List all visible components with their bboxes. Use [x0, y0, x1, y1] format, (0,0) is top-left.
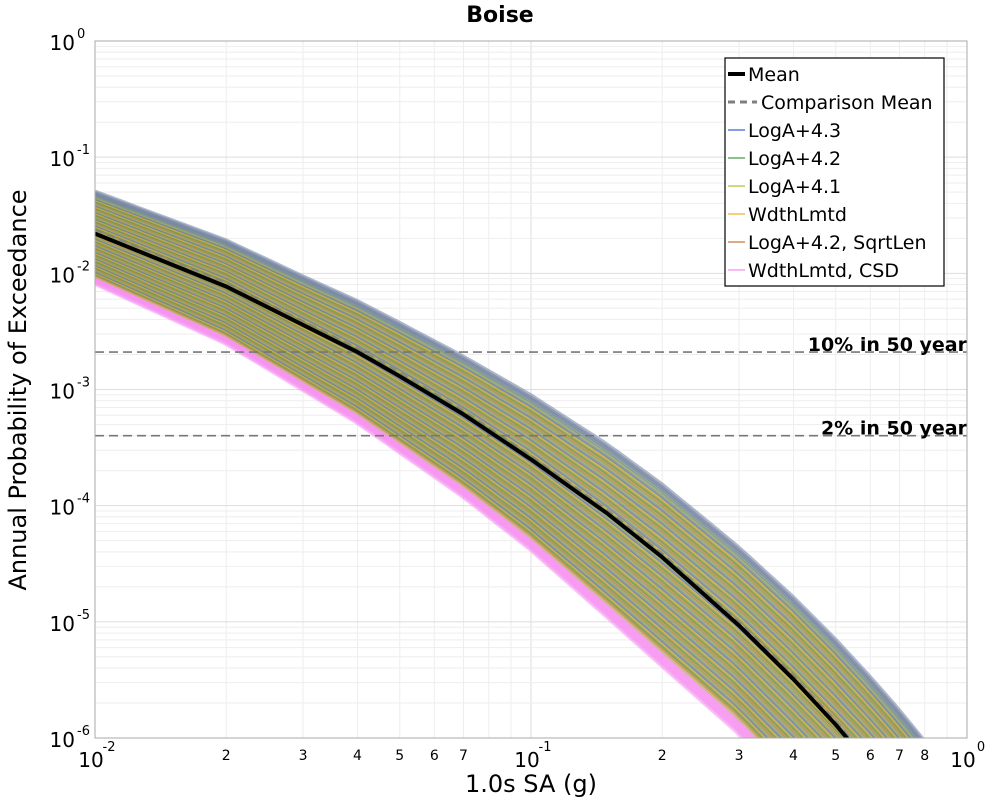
legend-entry: LogA+4.2, SqrtLen	[748, 232, 927, 254]
x-minor-tick-label: 6	[430, 748, 439, 764]
x-minor-tick-label: 4	[789, 748, 798, 764]
y-tick-exponent: -6	[77, 724, 90, 739]
x-minor-tick-label: 3	[735, 748, 744, 764]
x-tick-exponent: 0	[977, 740, 985, 755]
x-minor-tick-label: 6	[866, 748, 875, 764]
y-tick-label: 10	[50, 147, 75, 171]
y-tick-exponent: -2	[77, 259, 90, 274]
reference-line-label: 2% in 50 year	[821, 418, 968, 440]
y-tick-exponent: -3	[77, 376, 90, 391]
legend-entry: WdthLmtd	[748, 204, 847, 226]
mean-curve-layer	[95, 231, 850, 738]
x-minor-tick-label: 3	[299, 748, 308, 764]
mean-curve	[95, 231, 850, 738]
chart-title: Boise	[466, 3, 533, 28]
x-tick-label: 10	[78, 748, 103, 772]
x-minor-tick-label: 8	[920, 748, 929, 764]
legend-entry: Comparison Mean	[761, 92, 933, 114]
plot-frame	[94, 40, 968, 739]
x-tick-label: 10	[950, 748, 975, 772]
x-tick-exponent: -2	[103, 740, 116, 755]
y-tick-label: 10	[50, 728, 75, 752]
x-minor-tick-label: 4	[353, 748, 362, 764]
y-tick-label: 10	[50, 496, 75, 520]
legend-entry: WdthLmtd, CSD	[748, 260, 899, 282]
y-tick-label: 10	[50, 263, 75, 287]
x-minor-tick-label: 2	[658, 748, 667, 764]
y-tick-exponent: -5	[77, 608, 90, 623]
y-axis-label: Annual Probability of Exceedance	[4, 189, 32, 590]
y-tick-exponent: -4	[77, 492, 90, 507]
legend: Mean Comparison Mean LogA+4.3 LogA+4.2 LogA+…	[724, 57, 945, 287]
x-minor-tick-label: 2	[222, 748, 231, 764]
y-tick-label: 10	[50, 31, 75, 55]
y-tick-label: 10	[50, 612, 75, 636]
y-tick-label: 10	[50, 380, 75, 404]
legend-entry: LogA+4.2	[748, 148, 841, 170]
x-minor-tick-label: 5	[395, 748, 404, 764]
legend-entry: LogA+4.3	[748, 120, 841, 142]
legend-entry: LogA+4.1	[748, 176, 841, 198]
curve-band	[95, 189, 925, 738]
x-tick-exponent: -1	[539, 740, 552, 755]
x-minor-tick-label: 5	[831, 748, 840, 764]
legend-box	[724, 57, 945, 287]
x-axis-label: 1.0s SA (g)	[465, 770, 597, 798]
reference-line-label: 10% in 50 year	[808, 334, 968, 356]
branch-curve	[95, 189, 925, 738]
x-minor-tick-label: 7	[459, 748, 468, 764]
comparison-mean-curve	[95, 228, 852, 738]
y-tick-exponent: -1	[77, 143, 90, 158]
x-minor-tick-label: 7	[895, 748, 904, 764]
x-tick-label: 10	[514, 748, 539, 772]
reference-lines: 10% in 50 year 2% in 50 year	[95, 334, 968, 440]
legend-entry: Mean	[748, 64, 800, 86]
y-tick-exponent: 0	[77, 27, 85, 42]
